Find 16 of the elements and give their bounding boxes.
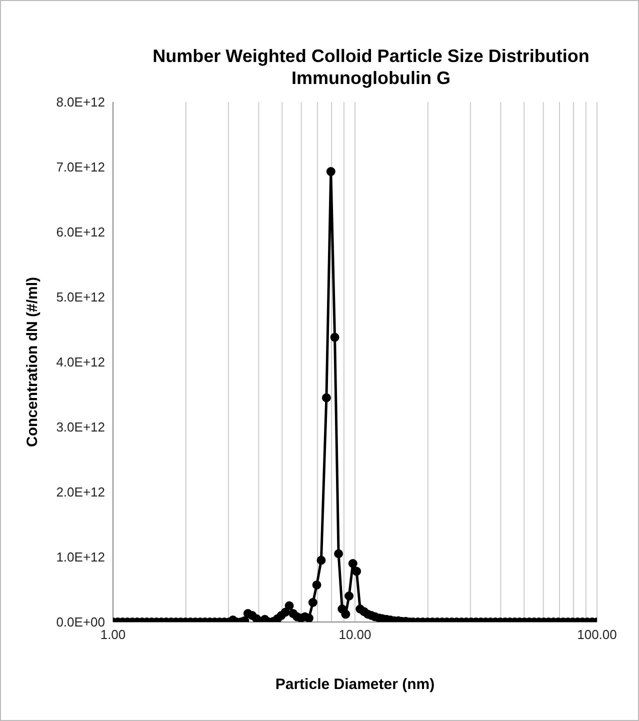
x-tick-label: 1.00 (100, 627, 126, 642)
y-tick-label: 7.0E+12 (56, 160, 105, 175)
y-tick-label: 0.0E+00 (56, 614, 105, 630)
x-axis-title: Particle Diameter (nm) (274, 676, 436, 693)
y-tick-label: 4.0E+12 (56, 354, 105, 370)
y-tick-label: 6.0E+12 (56, 224, 105, 240)
y-axis-title: Concentration dN (#/ml) (23, 276, 42, 450)
y-tick-label: 5.0E+12 (56, 290, 105, 305)
x-tick-label: 10.00 (338, 627, 372, 642)
chart-title: Number Weighted Colloid Particle Size Distribution (152, 45, 590, 67)
chart-subtitle: Immunoglobulin G (290, 67, 452, 89)
y-tick-label: 8.0E+12 (56, 94, 105, 110)
y-tick-label: 1.0E+12 (56, 550, 105, 565)
y-tick-label: 2.0E+12 (56, 484, 105, 500)
y-tick-label: 3.0E+12 (56, 420, 105, 435)
x-tick-label: 100.00 (577, 627, 617, 642)
